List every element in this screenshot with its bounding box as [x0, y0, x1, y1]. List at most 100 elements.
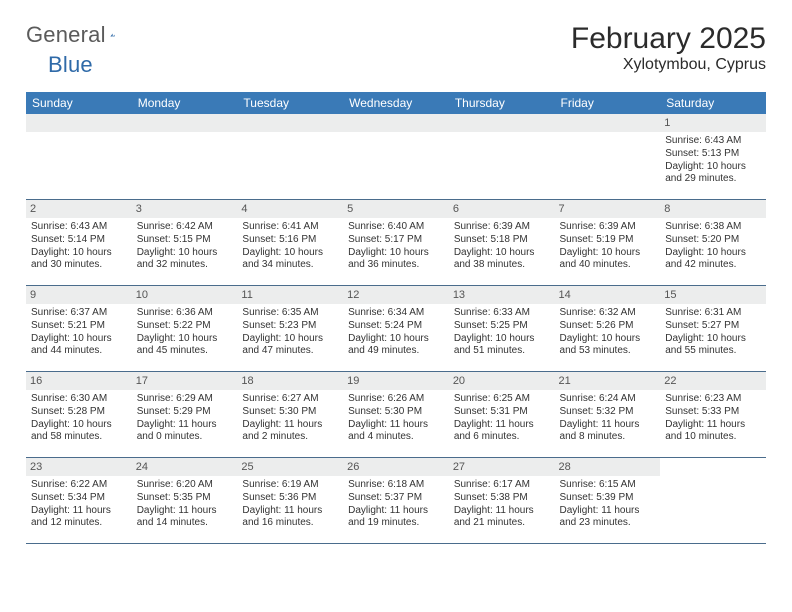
- sunset-text: Sunset: 5:19 PM: [560, 234, 656, 247]
- day-header: Thursday: [449, 92, 555, 114]
- daylight-line-1: Daylight: 11 hours: [348, 505, 444, 518]
- sunrise-text: Sunrise: 6:31 AM: [665, 307, 761, 320]
- day-cell: 5Sunrise: 6:40 AMSunset: 5:17 PMDaylight…: [343, 200, 449, 286]
- daylight-line-1: Daylight: 10 hours: [31, 333, 127, 346]
- day-cell: 21Sunrise: 6:24 AMSunset: 5:32 PMDayligh…: [555, 372, 661, 458]
- sunrise-text: Sunrise: 6:36 AM: [137, 307, 233, 320]
- day-header: Sunday: [26, 92, 132, 114]
- daylight-line-1: Daylight: 10 hours: [560, 333, 656, 346]
- day-number: 22: [660, 372, 766, 390]
- day-of-week-row: SundayMondayTuesdayWednesdayThursdayFrid…: [26, 92, 766, 114]
- daylight-line-1: Daylight: 10 hours: [665, 333, 761, 346]
- daylight-line-1: Daylight: 10 hours: [137, 247, 233, 260]
- empty-cell: [449, 114, 555, 200]
- brand-sail-icon: [110, 25, 115, 45]
- sunset-text: Sunset: 5:27 PM: [665, 320, 761, 333]
- sunrise-text: Sunrise: 6:24 AM: [560, 393, 656, 406]
- sunrise-text: Sunrise: 6:17 AM: [454, 479, 550, 492]
- day-number: 26: [343, 458, 449, 476]
- sunrise-text: Sunrise: 6:27 AM: [242, 393, 338, 406]
- daylight-line-2: and 47 minutes.: [242, 345, 338, 358]
- empty-cell: [343, 114, 449, 200]
- daylight-line-1: Daylight: 10 hours: [137, 333, 233, 346]
- day-header: Wednesday: [343, 92, 449, 114]
- day-cell: 4Sunrise: 6:41 AMSunset: 5:16 PMDaylight…: [237, 200, 343, 286]
- calendar-week: 1Sunrise: 6:43 AMSunset: 5:13 PMDaylight…: [26, 114, 766, 200]
- sunset-text: Sunset: 5:36 PM: [242, 492, 338, 505]
- day-number: 27: [449, 458, 555, 476]
- brand-word-2: Blue: [48, 52, 93, 78]
- sunrise-text: Sunrise: 6:34 AM: [348, 307, 444, 320]
- daylight-line-2: and 53 minutes.: [560, 345, 656, 358]
- sunset-text: Sunset: 5:31 PM: [454, 406, 550, 419]
- day-header: Friday: [555, 92, 661, 114]
- empty-day-band: [132, 114, 238, 132]
- empty-day-band: [26, 114, 132, 132]
- daylight-line-2: and 44 minutes.: [31, 345, 127, 358]
- day-number: 6: [449, 200, 555, 218]
- sunset-text: Sunset: 5:30 PM: [242, 406, 338, 419]
- daylight-line-1: Daylight: 11 hours: [31, 505, 127, 518]
- day-cell: 20Sunrise: 6:25 AMSunset: 5:31 PMDayligh…: [449, 372, 555, 458]
- sunrise-text: Sunrise: 6:19 AM: [242, 479, 338, 492]
- daylight-line-2: and 58 minutes.: [31, 431, 127, 444]
- day-header: Tuesday: [237, 92, 343, 114]
- sunset-text: Sunset: 5:14 PM: [31, 234, 127, 247]
- day-number: 16: [26, 372, 132, 390]
- daylight-line-1: Daylight: 10 hours: [665, 161, 761, 174]
- sunrise-text: Sunrise: 6:20 AM: [137, 479, 233, 492]
- day-number: 20: [449, 372, 555, 390]
- day-cell: 17Sunrise: 6:29 AMSunset: 5:29 PMDayligh…: [132, 372, 238, 458]
- sunset-text: Sunset: 5:34 PM: [31, 492, 127, 505]
- sunset-text: Sunset: 5:20 PM: [665, 234, 761, 247]
- daylight-line-2: and 12 minutes.: [31, 517, 127, 530]
- daylight-line-2: and 49 minutes.: [348, 345, 444, 358]
- day-number: 13: [449, 286, 555, 304]
- daylight-line-2: and 45 minutes.: [137, 345, 233, 358]
- daylight-line-2: and 29 minutes.: [665, 173, 761, 186]
- sunset-text: Sunset: 5:26 PM: [560, 320, 656, 333]
- sunrise-text: Sunrise: 6:18 AM: [348, 479, 444, 492]
- sunset-text: Sunset: 5:29 PM: [137, 406, 233, 419]
- empty-cell: [132, 114, 238, 200]
- sunrise-text: Sunrise: 6:39 AM: [454, 221, 550, 234]
- daylight-line-2: and 4 minutes.: [348, 431, 444, 444]
- day-number: 19: [343, 372, 449, 390]
- sunset-text: Sunset: 5:24 PM: [348, 320, 444, 333]
- day-number: 15: [660, 286, 766, 304]
- day-cell: 15 Sunrise: 6:31 AMSunset: 5:27 PMDayligh…: [660, 286, 766, 372]
- calendar-table: SundayMondayTuesdayWednesdayThursdayFrid…: [26, 92, 766, 544]
- day-cell: 18Sunrise: 6:27 AMSunset: 5:30 PMDayligh…: [237, 372, 343, 458]
- daylight-line-1: Daylight: 10 hours: [242, 333, 338, 346]
- day-number: 25: [237, 458, 343, 476]
- daylight-line-1: Daylight: 10 hours: [454, 333, 550, 346]
- sunrise-text: Sunrise: 6:22 AM: [31, 479, 127, 492]
- day-number: 21: [555, 372, 661, 390]
- daylight-line-2: and 42 minutes.: [665, 259, 761, 272]
- empty-cell: [660, 458, 766, 544]
- empty-day-band: [237, 114, 343, 132]
- sunrise-text: Sunrise: 6:38 AM: [665, 221, 761, 234]
- sunrise-text: Sunrise: 6:40 AM: [348, 221, 444, 234]
- sunset-text: Sunset: 5:16 PM: [242, 234, 338, 247]
- calendar-week: 23Sunrise: 6:22 AMSunset: 5:34 PMDayligh…: [26, 458, 766, 544]
- sunrise-text: Sunrise: 6:37 AM: [31, 307, 127, 320]
- daylight-line-2: and 38 minutes.: [454, 259, 550, 272]
- daylight-line-1: Daylight: 10 hours: [348, 247, 444, 260]
- sunset-text: Sunset: 5:18 PM: [454, 234, 550, 247]
- daylight-line-2: and 6 minutes.: [454, 431, 550, 444]
- daylight-line-2: and 8 minutes.: [560, 431, 656, 444]
- day-cell: 23Sunrise: 6:22 AMSunset: 5:34 PMDayligh…: [26, 458, 132, 544]
- day-number: 12: [343, 286, 449, 304]
- day-cell: 24Sunrise: 6:20 AMSunset: 5:35 PMDayligh…: [132, 458, 238, 544]
- daylight-line-2: and 30 minutes.: [31, 259, 127, 272]
- sunset-text: Sunset: 5:13 PM: [665, 148, 761, 161]
- daylight-line-2: and 23 minutes.: [560, 517, 656, 530]
- sunset-text: Sunset: 5:23 PM: [242, 320, 338, 333]
- day-cell: 26Sunrise: 6:18 AMSunset: 5:37 PMDayligh…: [343, 458, 449, 544]
- daylight-line-2: and 36 minutes.: [348, 259, 444, 272]
- empty-day-band: [449, 114, 555, 132]
- daylight-line-2: and 32 minutes.: [137, 259, 233, 272]
- day-number: 1: [660, 114, 766, 132]
- day-cell: 2Sunrise: 6:43 AMSunset: 5:14 PMDaylight…: [26, 200, 132, 286]
